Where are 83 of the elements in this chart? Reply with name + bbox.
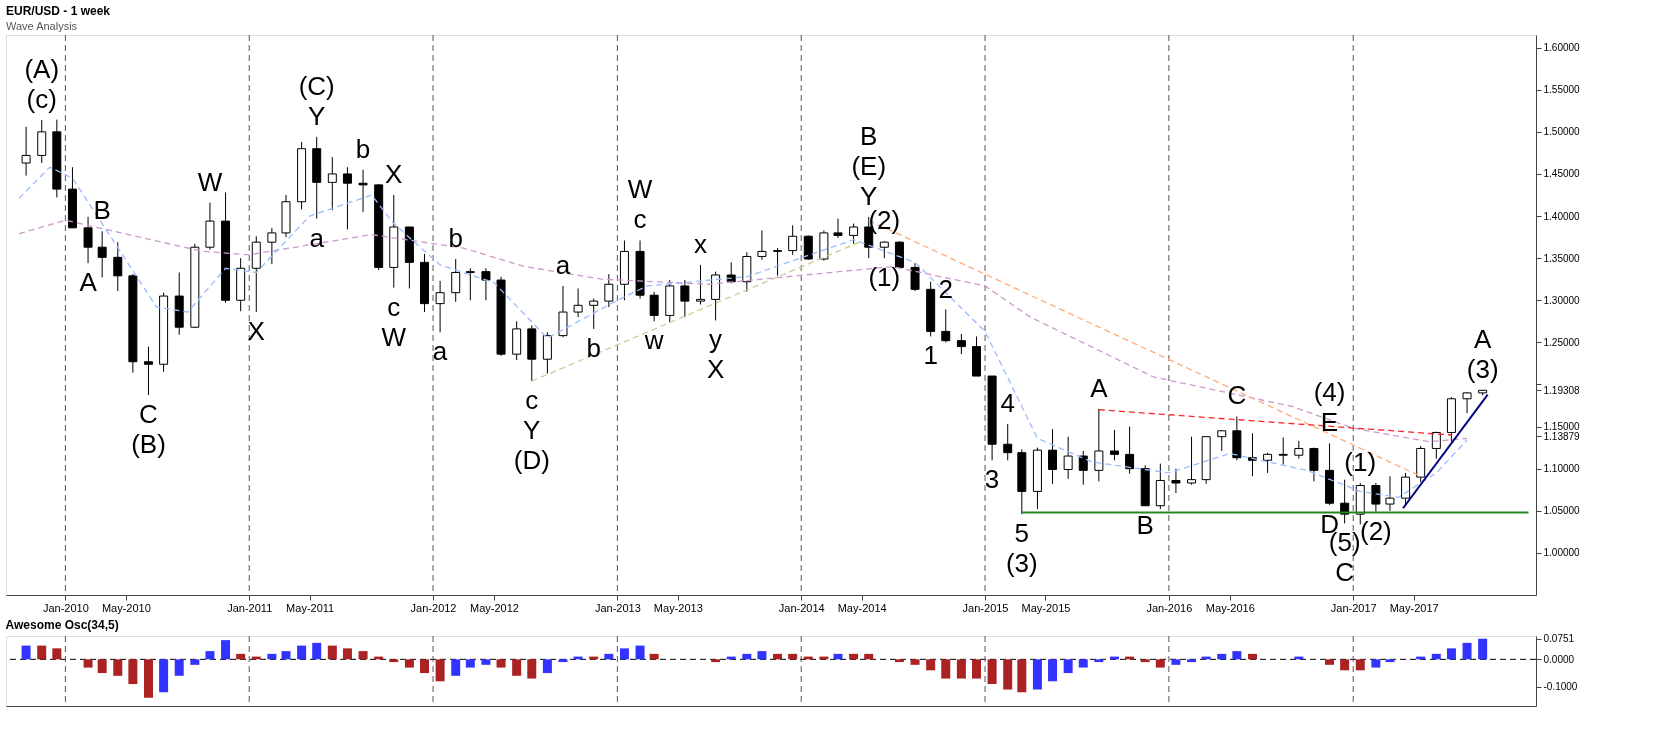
annotation: C [1335,557,1355,588]
x-tick-label: May-2010 [101,601,151,614]
x-tick-label: May-2015 [1021,601,1071,614]
x-tick-label: May-2016 [1205,601,1255,614]
annotation: B [93,195,111,226]
y-tick-label: 0.0751 [1543,633,1575,645]
chart-subtitle: Wave Analysis [6,19,78,32]
x-tick-label: Jan-2014 [778,601,825,614]
y-tick-label: 1.45000 [1543,168,1581,180]
annotation: c [387,291,401,322]
x-tick-label: May-2013 [653,601,703,614]
annotation: w [643,325,664,356]
annotation: (4) [1313,377,1346,408]
annotation: c [525,385,539,416]
annotation: A [1090,372,1109,403]
annotation: C [139,399,158,429]
annotation: (c) [26,84,57,115]
annotation: Y [308,100,326,131]
y-tick-label: 1.05000 [1543,505,1581,517]
annotation: X [706,354,725,385]
annotation: 1 [923,340,938,371]
annotation: Y [523,415,541,446]
annotation: a [432,336,448,367]
annotation: (2) [1359,515,1392,546]
chart-title: Awesome Osc(34,5) [5,617,119,632]
y-tick-label: 1.40000 [1543,210,1581,222]
y-tick-label: 1.50000 [1543,126,1581,138]
x-tick-label: Jan-2010 [42,601,89,614]
y-tick-label: 1.10000 [1543,463,1581,475]
annotation: W [197,166,223,197]
annotation: b [355,133,371,164]
y-tick-label: 0.0000 [1543,653,1575,665]
annotation: (1) [868,262,901,293]
annotation: E [1320,407,1339,438]
y-tick-label: 1.19308 [1543,384,1581,396]
annotation: A [79,267,98,298]
y-tick-label: -0.1000 [1543,681,1578,693]
x-tick-label: Jan-2015 [962,601,1009,614]
annotation: B [860,120,878,151]
chart-title: EUR/USD - 1 week [6,3,111,18]
annotation: 5 [1014,518,1030,549]
annotation: x [693,228,707,259]
y-tick-label: 1.25000 [1543,336,1581,348]
annotation: A [1473,323,1492,354]
annotation: W [627,174,653,205]
annotation: W [381,321,407,352]
y-tick-label: 1.55000 [1543,84,1581,96]
x-tick-label: Jan-2017 [1330,601,1377,614]
x-tick-label: Jan-2011 [227,601,273,614]
annotation: (B) [131,429,166,459]
x-tick-label: May-2011 [286,601,335,614]
annotation: y [709,324,723,355]
x-tick-label: May-2017 [1389,601,1439,614]
annotation: (1) [1344,447,1377,477]
annotation: (E) [851,150,887,181]
annotation: X [247,316,265,347]
x-tick-label: Jan-2016 [1146,601,1193,614]
annotation: 4 [1000,388,1015,419]
annotation: c [633,204,647,235]
x-tick-label: May-2012 [470,601,519,614]
y-tick-label: 1.60000 [1543,42,1581,54]
annotation: 2 [938,273,953,304]
y-tick-label: 1.13879 [1543,430,1581,442]
y-tick-label: 1.30000 [1543,294,1581,306]
annotation: a [555,249,571,280]
y-tick-label: 1.35000 [1543,252,1581,264]
annotation: (A) [24,54,60,85]
x-tick-label: May-2014 [837,601,887,614]
annotation: X [385,159,403,189]
annotation: (C) [298,70,335,101]
x-tick-label: Jan-2013 [594,601,641,614]
annotation: 3 [984,464,1000,495]
annotation: (D) [513,445,550,476]
y-tick-label: 1.15000 [1543,421,1581,433]
annotation: b [448,223,463,253]
annotation: a [309,222,325,253]
annotation: C [1227,380,1247,411]
x-tick-label: Jan-2012 [410,601,457,614]
annotation: B [1136,509,1154,540]
annotation: (3) [1005,548,1038,579]
annotation: (3) [1466,353,1499,384]
y-tick-label: 1.00000 [1543,547,1581,559]
annotation: b [586,332,601,363]
